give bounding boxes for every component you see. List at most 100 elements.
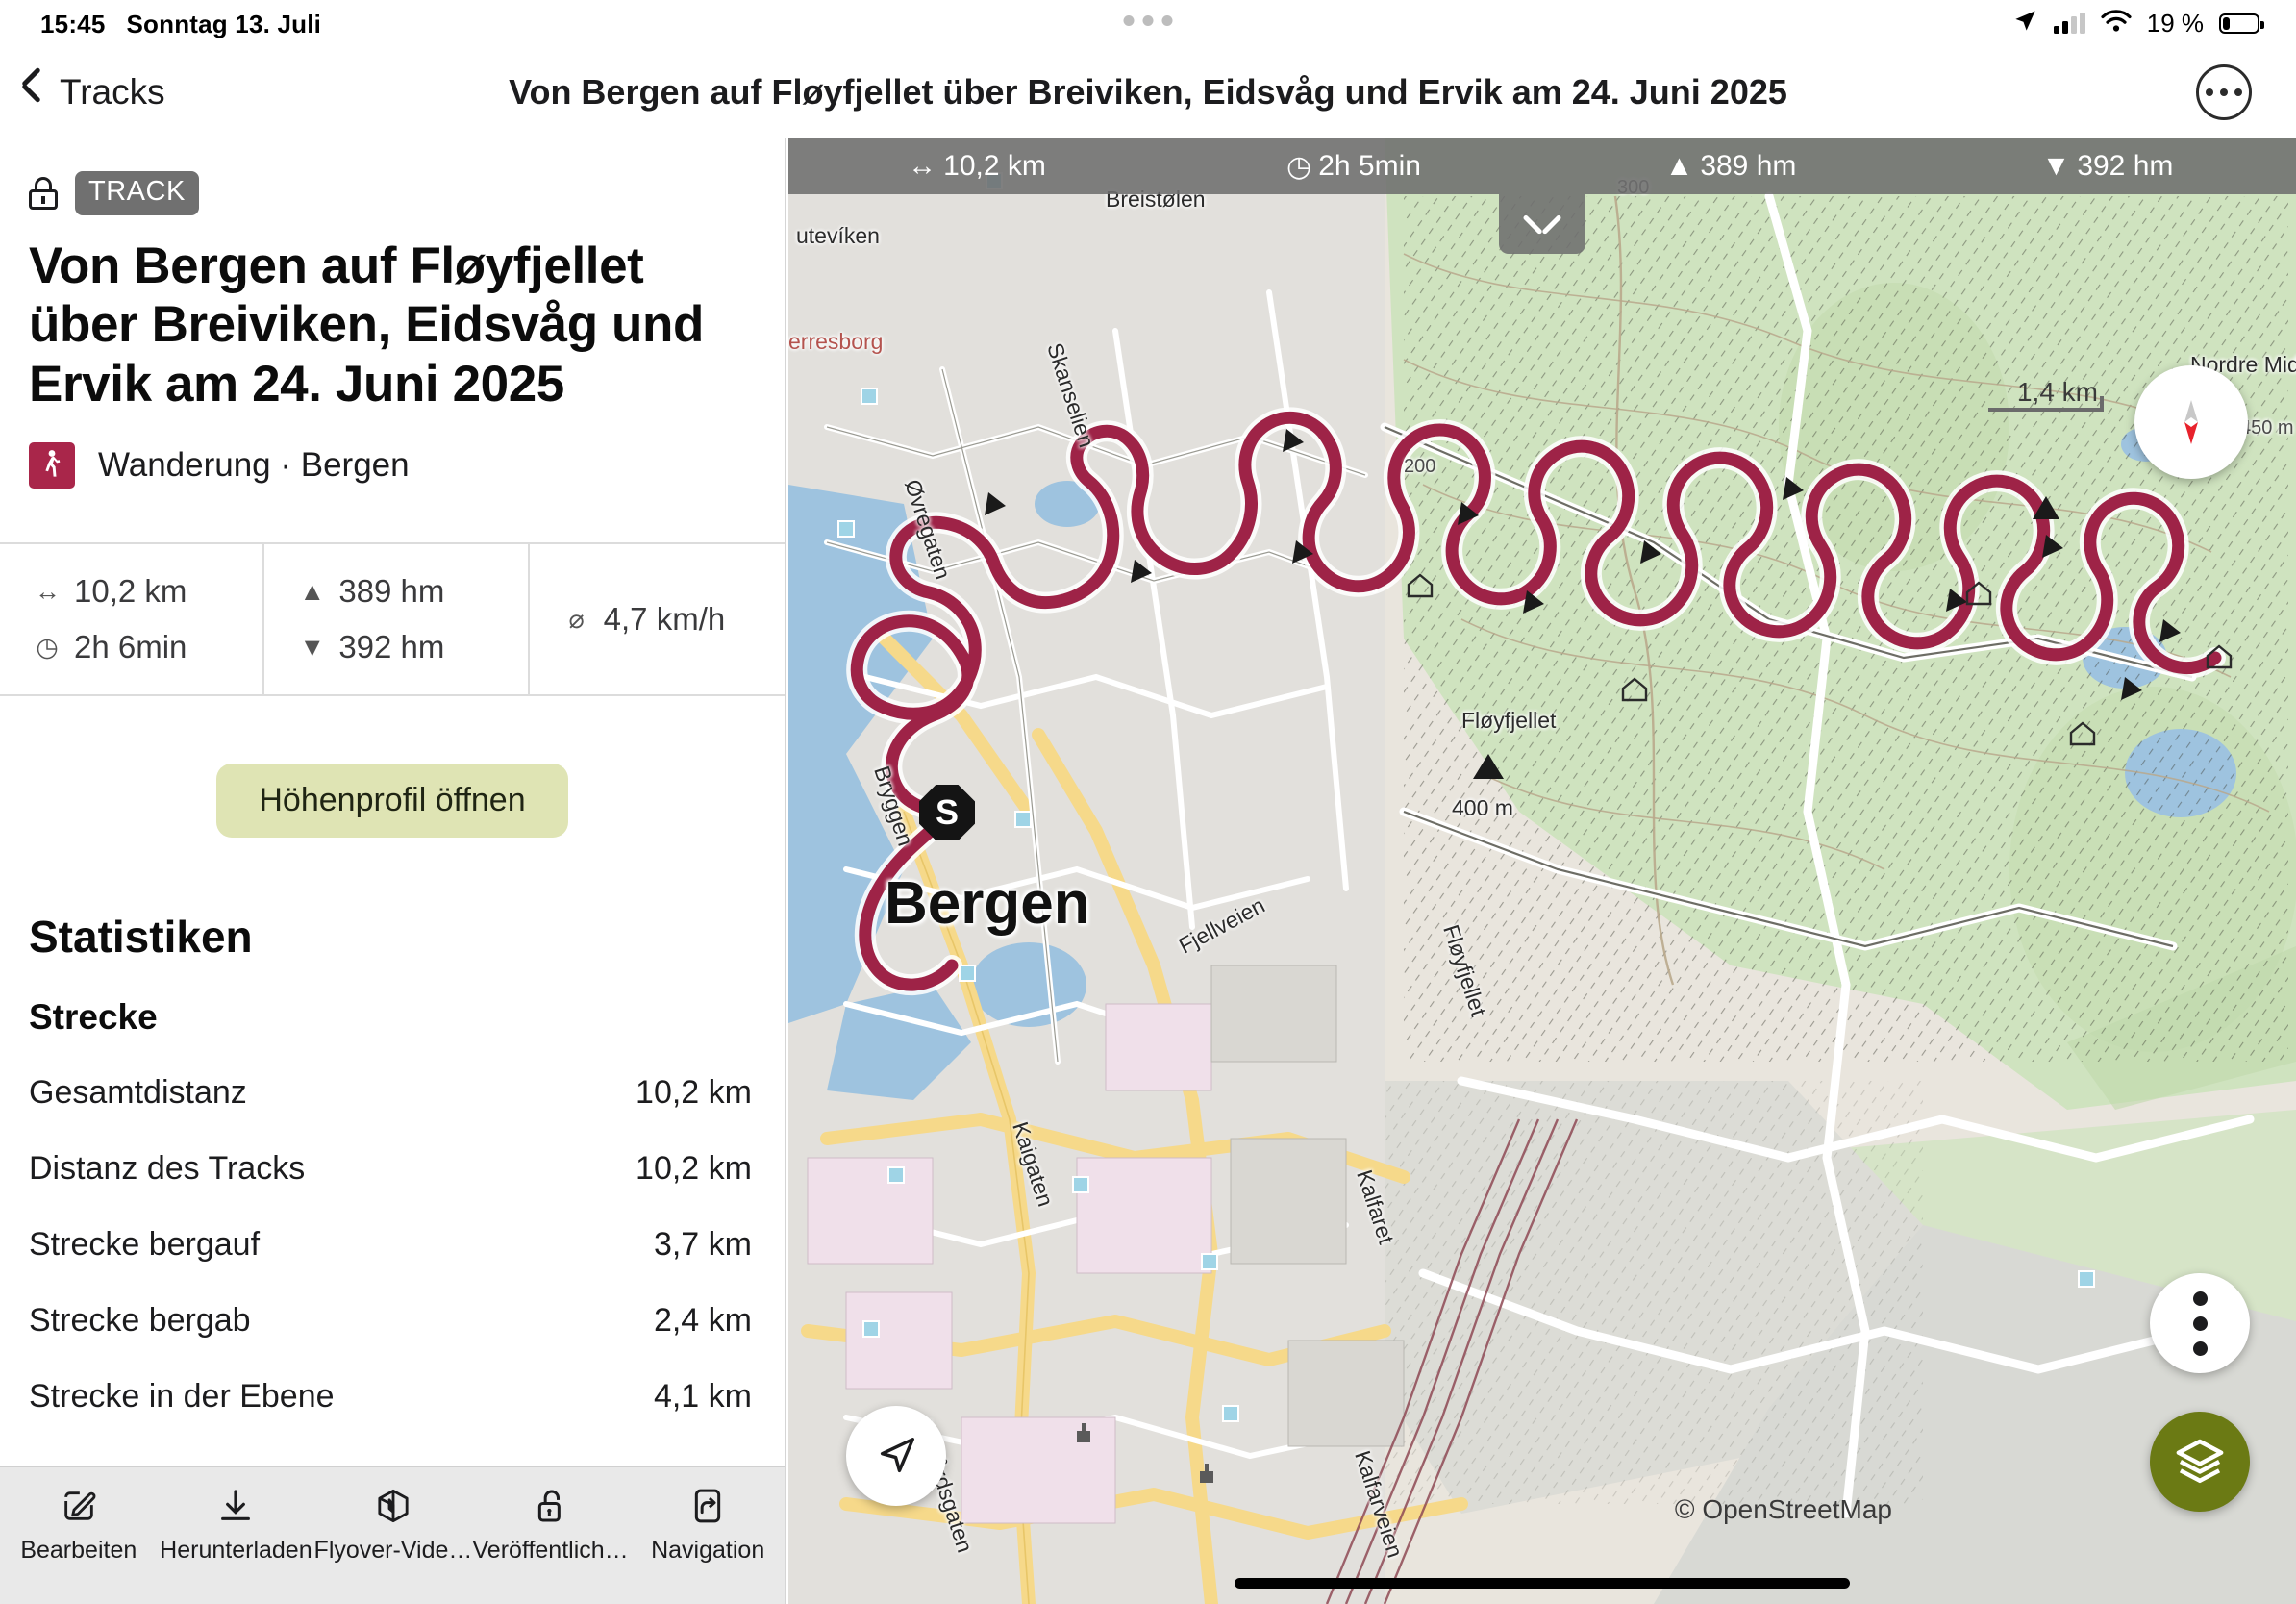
summary-speed-value: 4,7 km/h — [603, 601, 726, 638]
row-label: Strecke bergauf — [29, 1226, 261, 1264]
map-label: utevíken — [796, 223, 880, 248]
map-more-button[interactable] — [2150, 1273, 2250, 1373]
speed-icon: ⌀ — [568, 604, 585, 634]
distance-icon: ↔ — [35, 576, 61, 606]
row-value: 2,4 km — [653, 1302, 752, 1340]
summary-stats: ↔ 10,2 km ◷ 2h 6min ▲ 389 hm ▼ 3 — [0, 542, 785, 697]
map-city-label: Bergen — [885, 870, 1090, 937]
map-attribution: © OpenStreetMap — [1674, 1494, 1892, 1524]
summary-distance: ↔ 10,2 km — [35, 573, 262, 610]
toolbar-label: Herunterladen — [160, 1537, 312, 1564]
ascent-icon: ▲ — [1664, 150, 1694, 182]
summary-speed: ⌀ 4,7 km/h — [564, 601, 785, 638]
toolbar-download-button[interactable]: Herunterladen — [160, 1483, 312, 1565]
summary-ascent-value: 389 hm — [338, 573, 445, 610]
table-row: Strecke bergab 2,4 km — [29, 1283, 752, 1359]
elevation-button-wrap: Höhenprofil öffnen — [0, 696, 785, 839]
row-label: Strecke in der Ebene — [29, 1378, 335, 1416]
badge-row: TRACK — [0, 138, 785, 215]
statistics-heading: Statistiken — [29, 912, 253, 963]
status-center-dots — [1123, 15, 1173, 26]
map-duration: ◷ 2h 5min — [1165, 150, 1542, 184]
dot — [2234, 88, 2242, 96]
location-arrow-icon — [2012, 8, 2038, 38]
map-descent-value: 392 hm — [2077, 150, 2174, 182]
track-title: Von Bergen auf Fløyfjellet über Breivike… — [29, 238, 704, 413]
content-area: TRACK Von Bergen auf Fløyfjellet über Br… — [0, 138, 2296, 1604]
dot — [2192, 1291, 2208, 1306]
hiking-icon — [29, 442, 75, 489]
bottom-toolbar: Bearbeiten Herunterladen — [0, 1466, 785, 1604]
toolbar-publish-button[interactable]: Veröffentlich… — [473, 1483, 629, 1565]
ascent-icon: ▲ — [299, 576, 326, 606]
status-bar: 15:45 Sonntag 13. Juli 19 % — [0, 0, 2296, 46]
summary-descent-value: 392 hm — [338, 629, 445, 665]
row-value: 10,2 km — [636, 1150, 752, 1188]
dot — [1123, 15, 1135, 26]
row-label: Distanz des Tracks — [29, 1150, 306, 1188]
start-marker: S — [919, 785, 975, 840]
battery-percent: 19 % — [2146, 8, 2204, 38]
status-bar-left: 15:45 Sonntag 13. Juli — [40, 10, 321, 39]
cube-3d-icon — [374, 1483, 412, 1529]
toolbar-label: Navigation — [651, 1537, 765, 1564]
row-value: 10,2 km — [636, 1074, 752, 1112]
dot — [2192, 1341, 2208, 1356]
map-scale: 1,4 km — [1988, 377, 2104, 412]
map-duration-value: 2h 5min — [1318, 150, 1421, 182]
compass-icon — [2184, 400, 2198, 444]
map-label: 400 m — [1452, 795, 1513, 820]
more-options-button[interactable] — [2196, 64, 2252, 120]
toolbar-flyover-button[interactable]: Flyover-Vide… — [314, 1483, 472, 1565]
summary-duration-value: 2h 6min — [74, 629, 187, 665]
locate-me-button[interactable] — [846, 1406, 946, 1506]
back-button-label: Tracks — [60, 72, 165, 112]
toolbar-navigation-button[interactable]: Navigation — [636, 1483, 780, 1565]
dot — [2220, 88, 2228, 96]
map-view[interactable]: Bergen S Breistølen utevíken erresborg S… — [788, 138, 2296, 1604]
dot — [1142, 15, 1154, 26]
strecke-heading: Strecke — [29, 997, 158, 1038]
open-elevation-profile-button[interactable]: Höhenprofil öffnen — [216, 764, 568, 839]
map-layers-button[interactable] — [2150, 1412, 2250, 1512]
toolbar-edit-button[interactable]: Bearbeiten — [7, 1483, 151, 1565]
navigation-arrow-icon — [688, 1483, 727, 1529]
activity-row: Wanderung · Bergen — [0, 414, 785, 489]
summary-descent: ▼ 392 hm — [299, 629, 527, 665]
row-value: 3,7 km — [653, 1226, 752, 1264]
lock-icon — [29, 177, 58, 210]
pencil-square-icon — [60, 1483, 98, 1529]
status-time: 15:45 — [40, 10, 106, 38]
map-distance: ↔ 10,2 km — [788, 150, 1165, 183]
map-label: Fløyfjellet — [1461, 708, 1557, 733]
map-layers-icon — [2176, 1439, 2224, 1484]
distance-icon: ↔ — [908, 150, 937, 182]
home-indicator — [1235, 1578, 1850, 1589]
row-label: Gesamtdistanz — [29, 1074, 247, 1112]
back-button[interactable]: Tracks — [21, 72, 165, 113]
map-ascent-value: 389 hm — [1700, 150, 1797, 182]
summary-ascent: ▲ 389 hm — [299, 573, 527, 610]
track-detail-panel: TRACK Von Bergen auf Fløyfjellet über Br… — [0, 138, 786, 1604]
page-title: Von Bergen auf Fløyfjellet über Breivike… — [509, 72, 1787, 112]
map-scale-label: 1,4 km — [2016, 377, 2098, 407]
map-summary-bar: ↔ 10,2 km ◷ 2h 5min ▲ 389 hm ▼ 392 hm — [788, 138, 2296, 194]
map-descent: ▼ 392 hm — [1919, 150, 2296, 183]
compass-button[interactable] — [2134, 365, 2248, 479]
map-label: erresborg — [788, 329, 884, 354]
table-row: Distanz des Tracks 10,2 km — [29, 1131, 752, 1207]
row-value: 4,1 km — [653, 1378, 752, 1416]
descent-icon: ▼ — [2041, 150, 2071, 182]
map-ascent: ▲ 389 hm — [1542, 150, 1919, 183]
status-bar-right: 19 % — [2012, 8, 2264, 38]
status-date: Sonntag 13. Juli — [126, 10, 322, 38]
toolbar-label: Veröffentlich… — [472, 1537, 629, 1564]
chevron-down-icon — [1526, 214, 1559, 234]
table-row: Strecke bergauf 3,7 km — [29, 1207, 752, 1283]
statistics-rows: Gesamtdistanz 10,2 km Distanz des Tracks… — [0, 1038, 785, 1435]
collapse-summary-button[interactable] — [1499, 194, 1585, 254]
locate-arrow-icon — [880, 1438, 914, 1473]
wifi-icon — [2101, 9, 2132, 38]
row-label: Strecke bergab — [29, 1302, 251, 1340]
map-label: 450 m — [2240, 417, 2294, 439]
